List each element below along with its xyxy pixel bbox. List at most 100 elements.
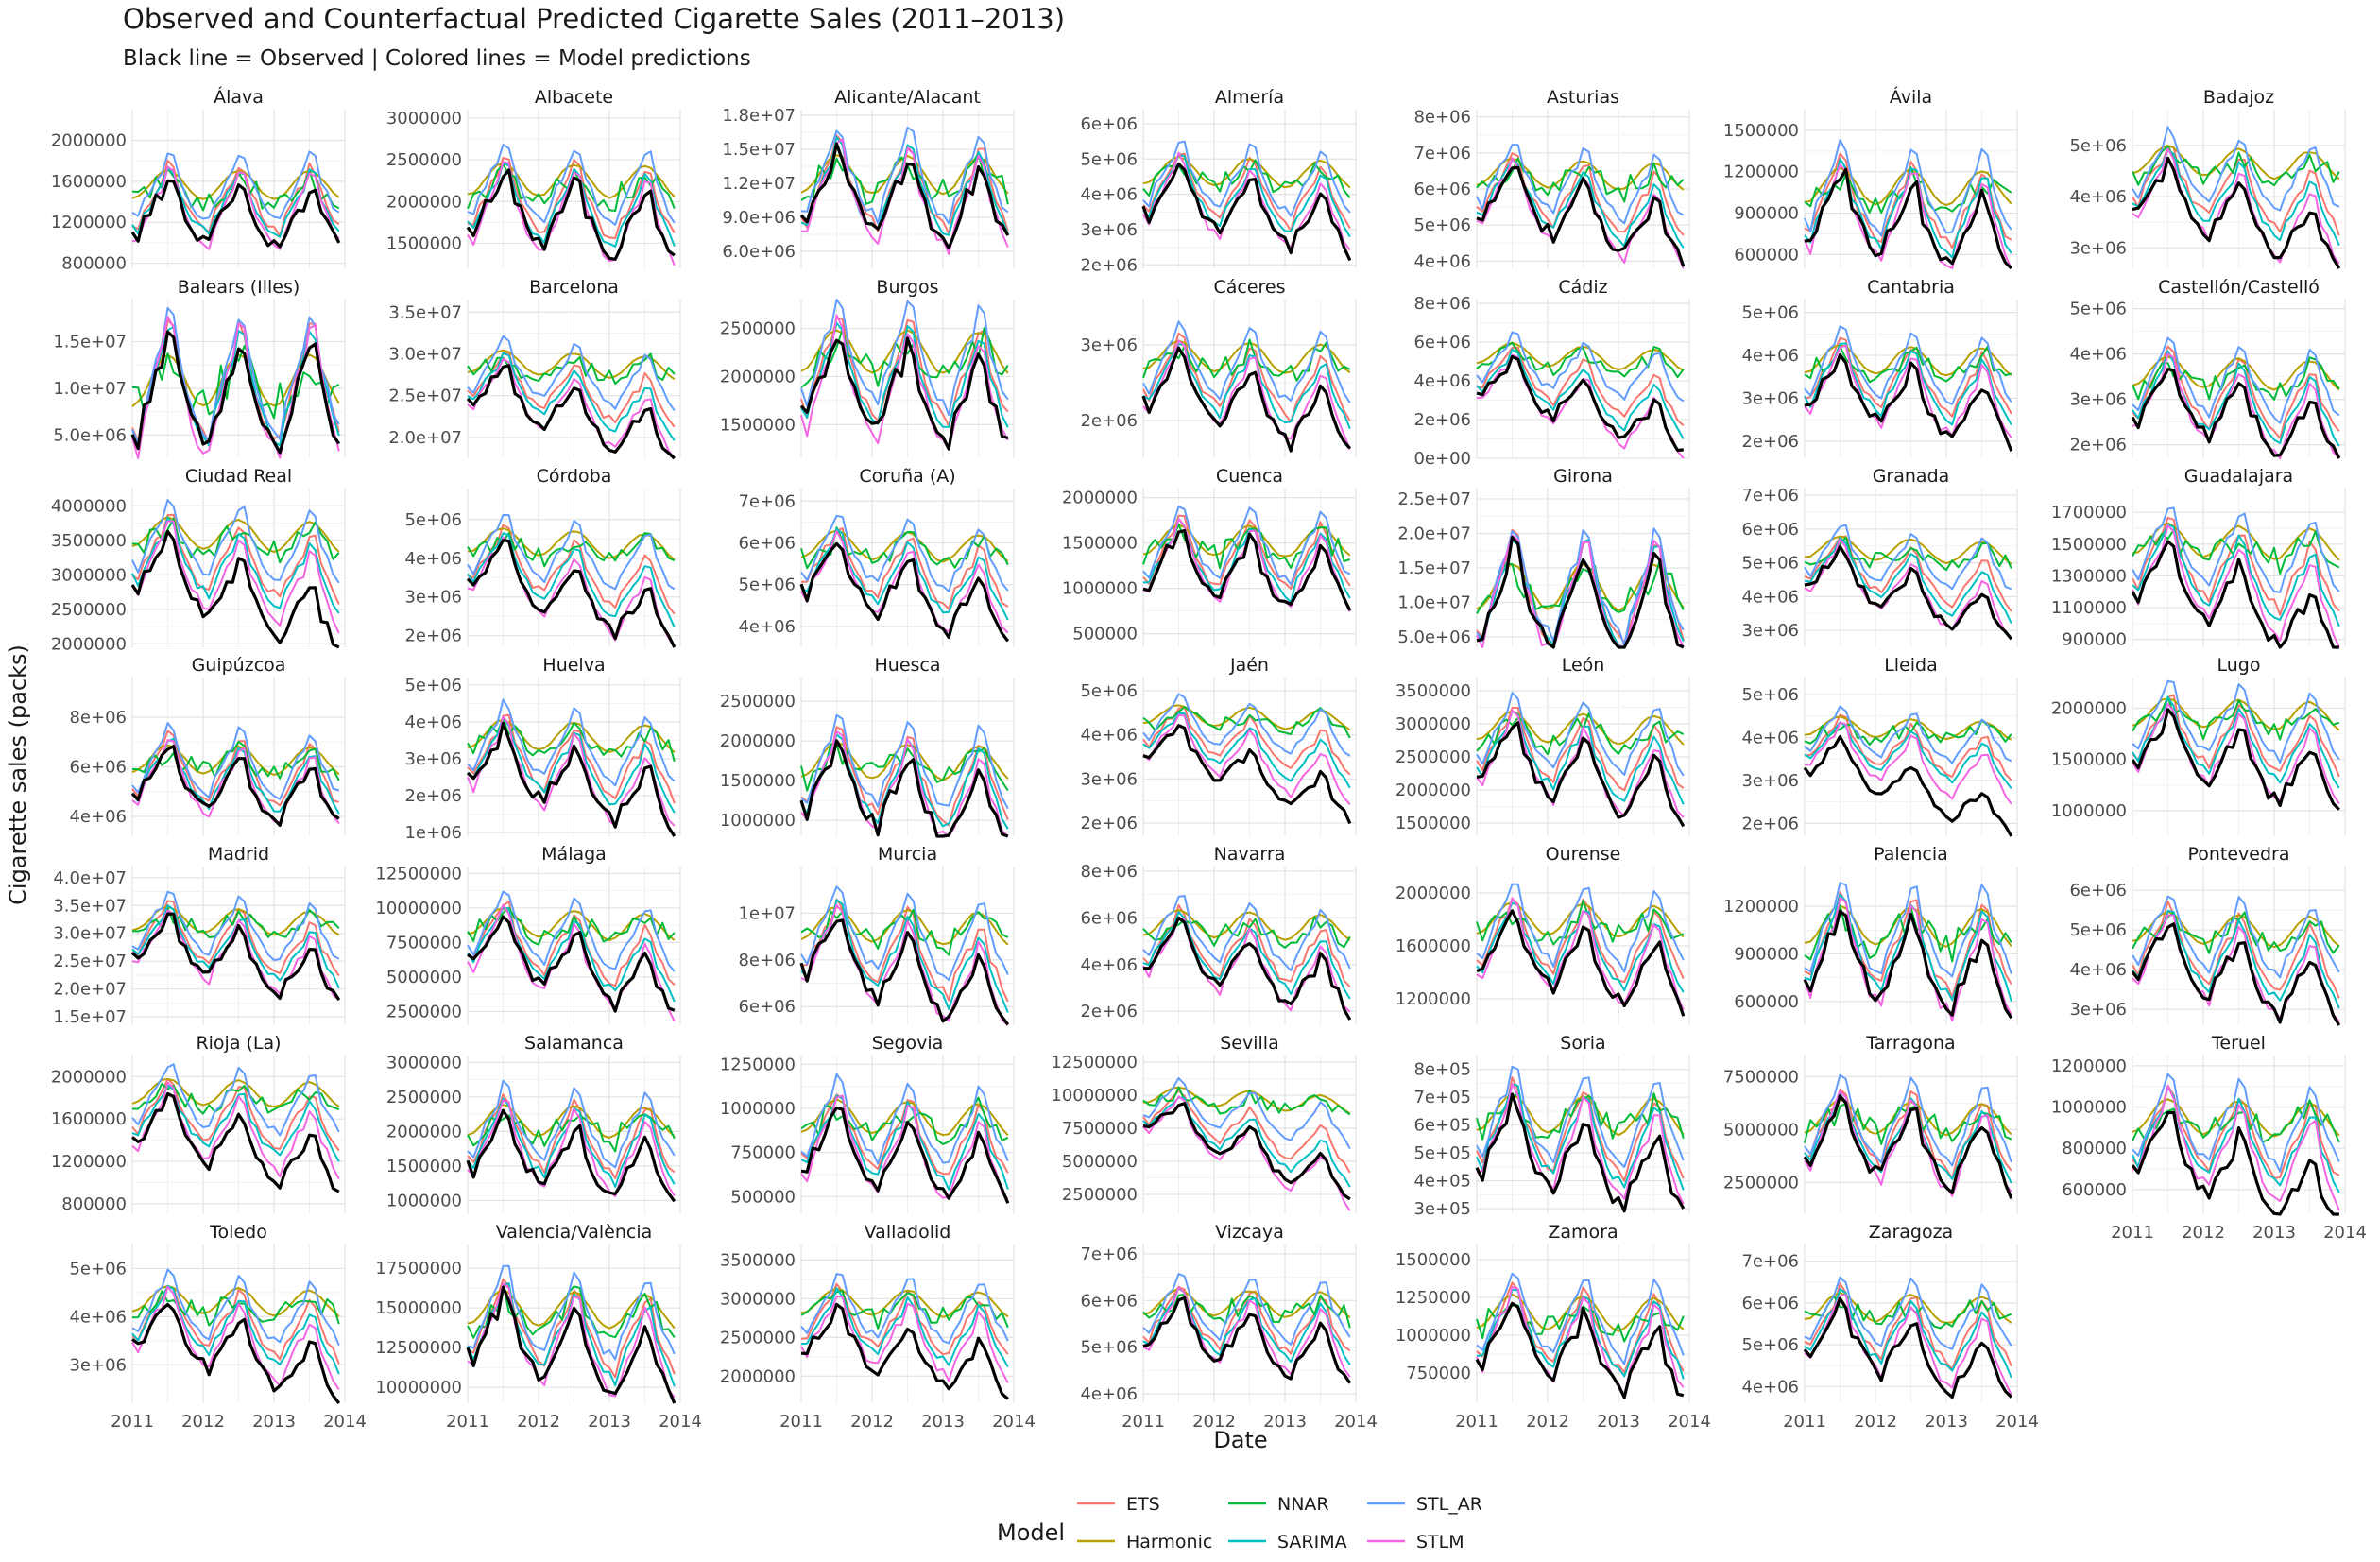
series-line-observed (130, 912, 341, 1001)
y-tick-label: 1.5e+07 (53, 332, 127, 352)
series-line-stl-ar (800, 1073, 1009, 1165)
series-line-nnar (1804, 719, 2012, 746)
x-tick-label: 2012 (1526, 1412, 1569, 1432)
y-tick-label: 4e+06 (1413, 251, 1471, 271)
y-tick-label: 10000000 (1051, 1086, 1138, 1106)
series-line-stl-ar (1476, 331, 1685, 403)
y-tick-label: 8e+05 (1413, 1060, 1471, 1080)
y-tick-label: 4e+05 (1413, 1172, 1471, 1192)
y-tick-label: 3e+06 (1741, 771, 1799, 791)
y-tick-label: 2.0e+07 (388, 428, 462, 448)
y-tick-label: 2000000 (51, 634, 127, 654)
panel-title: Almería (1215, 87, 1284, 108)
y-tick-label: 1.8e+07 (722, 106, 796, 126)
y-tick-label: 2500000 (720, 319, 796, 339)
series-line-stl-ar (467, 1264, 676, 1361)
series-line-ets (1142, 1090, 1351, 1174)
x-tick-label: 2013 (921, 1412, 965, 1432)
y-tick-label: 6e+06 (1413, 180, 1471, 199)
panel-title: Huelva (542, 655, 605, 676)
series-line-observed (1476, 721, 1686, 828)
y-tick-label: 1500000 (1062, 534, 1138, 554)
panel-navarra: Navarra 2e+06 4e+06 6e+06 8e+06 (1080, 844, 1357, 1025)
series-line-stl-ar (800, 299, 1009, 416)
panel-title: Guadalajara (2184, 466, 2293, 487)
y-tick-label: 5e+06 (1741, 554, 1799, 574)
panel-palencia: Palencia 600000 900000 1200000 (1723, 844, 2018, 1025)
y-tick-label: 6e+05 (1413, 1116, 1471, 1136)
y-tick-label: 3e+06 (1741, 621, 1799, 641)
y-tick-label: 2e+06 (1741, 814, 1799, 833)
panel-title: Salamanca (524, 1033, 624, 1054)
panel-title: Balears (Illes) (178, 277, 300, 298)
y-tick-label: 3000000 (1395, 714, 1471, 734)
series-line-stlm (1142, 1286, 1351, 1378)
series-line-stl-ar (1476, 1065, 1685, 1168)
y-tick-label: 500000 (1072, 625, 1138, 644)
x-tick-label: 2011 (111, 1412, 154, 1432)
x-tick-label: 2011 (1455, 1412, 1498, 1432)
y-tick-label: 1300000 (2051, 566, 2127, 586)
panel-teruel: Teruel 600000 800000 1000000 1200000 2011 2012… (2051, 1033, 2367, 1243)
panel-title: Ciudad Real (185, 466, 292, 487)
series-line-ets (1476, 152, 1685, 236)
y-tick-label: 1000000 (720, 1099, 796, 1119)
series-line-observed (800, 1106, 1010, 1204)
y-tick-label: 900000 (2062, 630, 2127, 650)
panel-cuenca: Cuenca 500000 1000000 1500000 2000000 (1062, 466, 1357, 647)
panel-coruna-a: Coruña (A) 4e+06 5e+06 6e+06 7e+06 (738, 466, 1015, 647)
series-line-stl-ar (1804, 882, 2012, 978)
y-tick-label: 10000000 (375, 1378, 462, 1398)
y-tick-label: 1.2e+07 (722, 174, 796, 194)
series-line-observed (799, 541, 1010, 643)
y-tick-label: 8e+06 (69, 708, 127, 728)
series-line-stlm (2132, 147, 2340, 265)
series-line-ets (2132, 517, 2340, 616)
y-tick-label: 1500000 (1395, 1250, 1471, 1270)
y-tick-label: 4e+06 (738, 617, 796, 637)
y-tick-label: 6e+06 (1741, 1294, 1799, 1313)
series-line-observed (1141, 162, 1352, 262)
series-line-observed (1803, 1296, 2012, 1399)
y-tick-label: 7e+06 (738, 491, 796, 511)
y-tick-label: 1000000 (1395, 1326, 1471, 1346)
series-line-stl-ar (1142, 1077, 1351, 1150)
y-tick-label: 3e+06 (69, 1355, 127, 1375)
series-line-nnar (1804, 536, 2012, 572)
series-line-observed (1804, 352, 2013, 452)
series-line-stl-ar (1142, 506, 1351, 586)
series-line-nnar (1476, 900, 1685, 946)
panel-toledo: Toledo 3e+06 4e+06 5e+06 2011 2012 2013 2014 (69, 1222, 366, 1432)
y-tick-label: 4e+06 (2069, 187, 2127, 207)
panel-title: Guipúzcoa (192, 655, 286, 676)
series-line-stlm (800, 730, 1009, 837)
series-line-stl-ar (1476, 144, 1685, 225)
series-line-stl-ar (800, 514, 1009, 592)
y-tick-label: 5e+06 (1080, 149, 1138, 169)
series-line-sarima (467, 716, 676, 814)
series-line-nnar (1142, 706, 1351, 739)
panel-balears-illes: Balears (Illes) 5.0e+06 1.0e+07 1.5e+07 (53, 277, 346, 459)
y-tick-label: 5e+06 (2069, 136, 2127, 156)
panel-jaen: Jaén 2e+06 3e+06 4e+06 5e+06 (1080, 655, 1357, 836)
panel-granada: Granada 3e+06 4e+06 5e+06 6e+06 7e+06 (1741, 466, 2018, 647)
series-line-stlm (131, 1285, 340, 1390)
panel-title: Badajoz (2203, 87, 2274, 108)
series-line-ets (131, 730, 340, 807)
x-tick-label: 2012 (2182, 1223, 2225, 1243)
y-tick-label: 1500000 (2051, 750, 2127, 770)
panel-title: Vizcaya (1215, 1222, 1284, 1243)
series-line-stlm (131, 165, 340, 250)
y-tick-label: 6e+06 (1080, 908, 1138, 928)
series-line-observed (2132, 156, 2341, 269)
y-tick-label: 5e+06 (1741, 1335, 1799, 1355)
y-tick-label: 3500000 (51, 531, 127, 551)
panel-malaga: Málaga 2500000 5000000 7500000 10000000 12500… (375, 844, 681, 1025)
series-line-stlm (131, 1081, 340, 1179)
y-tick-label: 1e+07 (738, 903, 796, 923)
series-line-stl-ar (2132, 336, 2340, 424)
panel-asturias: Asturias 4e+06 5e+06 6e+06 7e+06 8e+06 (1413, 87, 1690, 271)
panel-cordoba: Córdoba 2e+06 3e+06 4e+06 5e+06 (404, 466, 681, 648)
series-line-sarima (2132, 695, 2340, 789)
